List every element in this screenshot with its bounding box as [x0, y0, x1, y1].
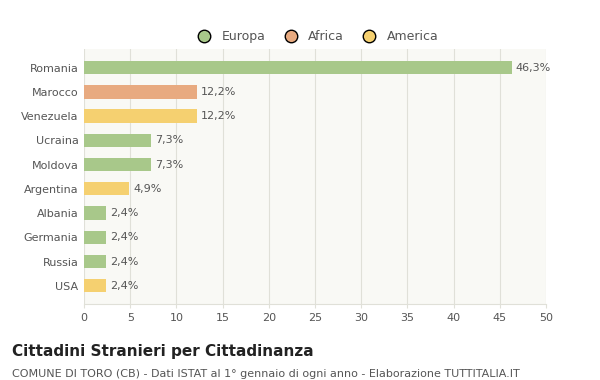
Bar — [84, 279, 106, 293]
Bar — [84, 255, 106, 268]
Text: 2,4%: 2,4% — [110, 281, 138, 291]
Bar — [84, 158, 151, 171]
Text: 4,9%: 4,9% — [133, 184, 161, 194]
Text: 12,2%: 12,2% — [200, 87, 236, 97]
Text: 7,3%: 7,3% — [155, 135, 184, 145]
Legend: Europa, Africa, America: Europa, Africa, America — [187, 25, 443, 48]
Text: COMUNE DI TORO (CB) - Dati ISTAT al 1° gennaio di ogni anno - Elaborazione TUTTI: COMUNE DI TORO (CB) - Dati ISTAT al 1° g… — [12, 369, 520, 378]
Bar — [84, 134, 151, 147]
Bar — [84, 85, 197, 98]
Text: 2,4%: 2,4% — [110, 256, 138, 266]
Bar — [84, 109, 197, 123]
Text: 12,2%: 12,2% — [200, 111, 236, 121]
Text: 2,4%: 2,4% — [110, 232, 138, 242]
Bar — [84, 206, 106, 220]
Bar — [84, 182, 129, 195]
Text: 46,3%: 46,3% — [515, 63, 551, 73]
Text: Cittadini Stranieri per Cittadinanza: Cittadini Stranieri per Cittadinanza — [12, 344, 314, 359]
Text: 7,3%: 7,3% — [155, 160, 184, 169]
Bar — [84, 231, 106, 244]
Bar — [84, 61, 512, 74]
Text: 2,4%: 2,4% — [110, 208, 138, 218]
